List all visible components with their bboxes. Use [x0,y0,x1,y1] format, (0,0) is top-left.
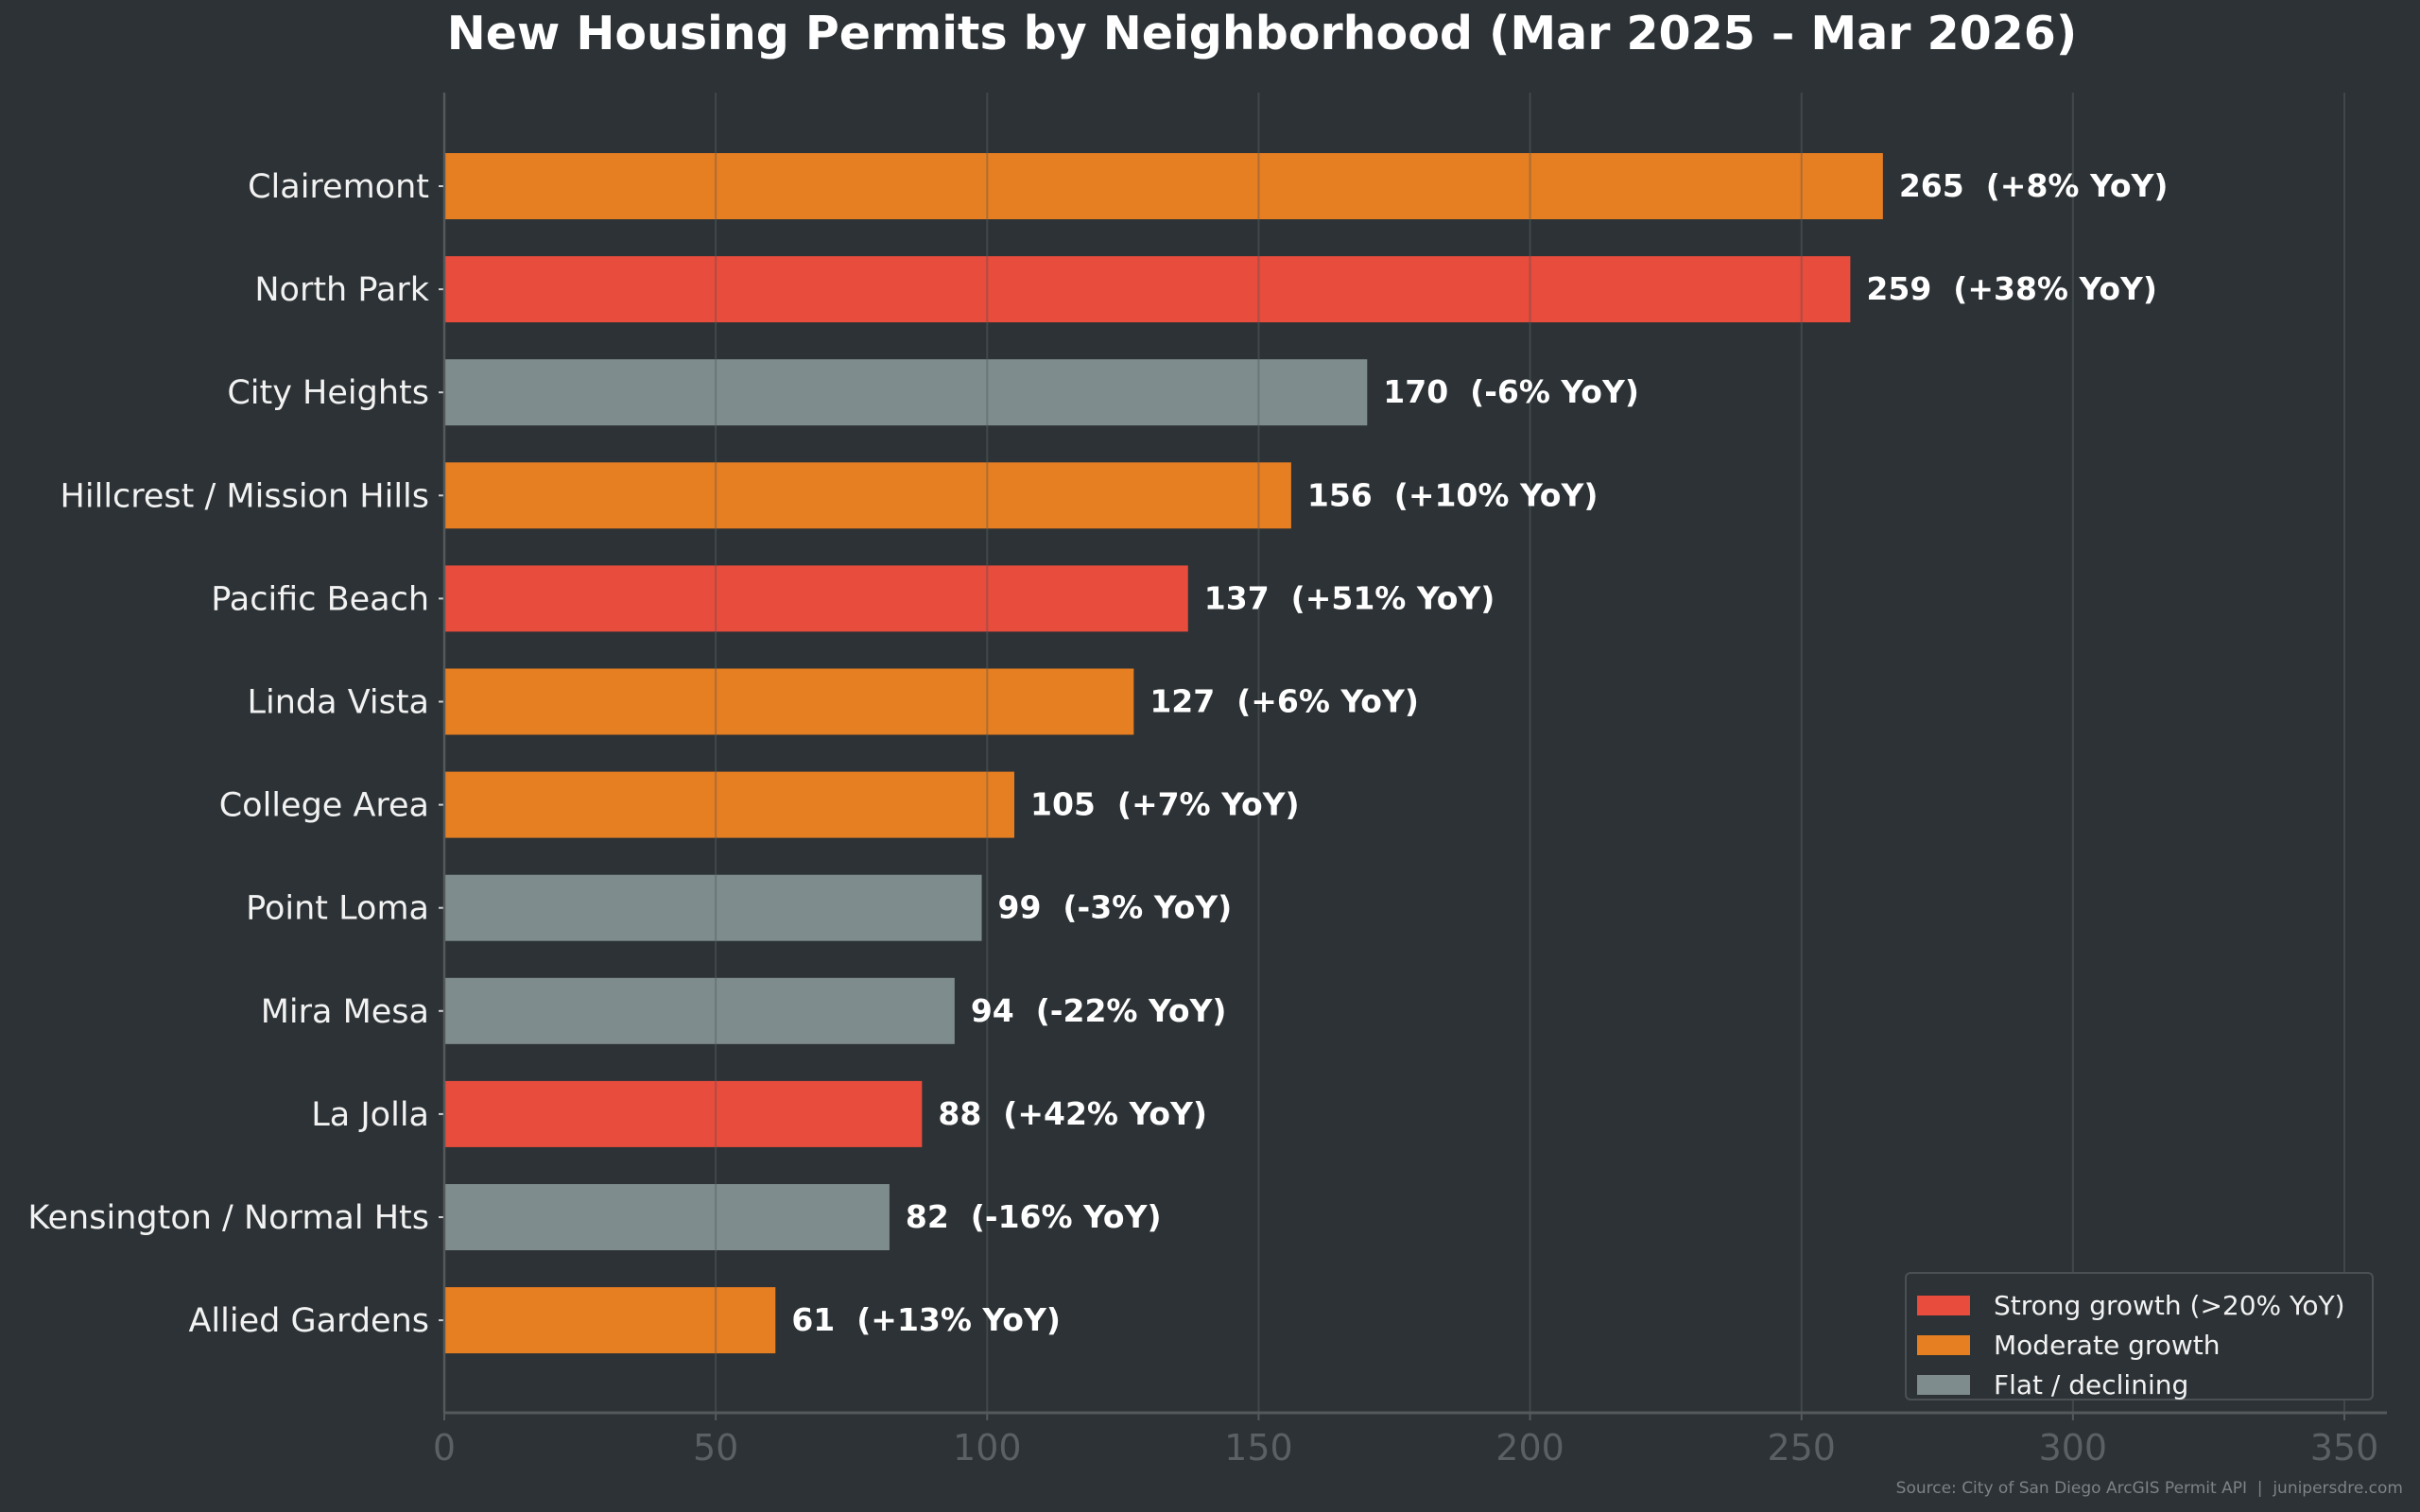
bar [444,1080,923,1147]
data-label: 127 (+6% YoY) [1150,683,1419,720]
category-label: Linda Vista [248,684,430,722]
x-tick-label: 200 [1495,1427,1564,1469]
bar [444,1287,776,1354]
x-tick-label: 250 [1767,1427,1836,1469]
legend-swatch [1917,1335,1970,1355]
legend-box [1905,1272,2374,1400]
bar [444,1184,890,1250]
x-tick-label: 300 [2039,1427,2108,1469]
x-tick-label: 350 [2310,1427,2379,1469]
legend: Strong growth (>20% YoY) Moderate growth F… [1905,1272,2374,1400]
data-labels: 265 (+8% YoY) 259 (+38% YoY) 170 (-6% YoY)… [791,167,2168,1338]
category-label: Pacific Beach [211,580,429,618]
data-label: 82 (-16% YoY) [906,1198,1162,1235]
category-label: Kensington / Normal Hts [27,1199,429,1237]
legend-label: Strong growth (>20% YoY) [1994,1290,2345,1321]
data-label: 170 (-6% YoY) [1383,373,1639,410]
x-tick-label: 50 [693,1427,738,1469]
category-label: La Jolla [311,1096,429,1134]
category-label: Point Loma [246,890,429,928]
axes: Clairemont North Park City Heights Hillcres… [27,93,2387,1469]
x-tick-label: 0 [433,1427,456,1469]
category-label: College Area [219,787,429,825]
data-label: 61 (+13% YoY) [791,1301,1061,1338]
category-label: North Park [254,271,429,309]
category-label: Allied Gardens [188,1302,429,1340]
chart-title: New Housing Permits by Neighborhood (Mar… [447,7,2078,60]
legend-label: Flat / declining [1994,1369,2188,1400]
category-label: City Heights [227,374,429,412]
data-label: 265 (+8% YoY) [1899,167,2169,204]
bar [444,153,1883,219]
legend-label: Moderate growth [1994,1330,2221,1361]
data-label: 88 (+42% YoY) [938,1095,1207,1132]
source-note: Source: City of San Diego ArcGIS Permit … [1896,1479,2403,1498]
data-label: 137 (+51% YoY) [1204,579,1495,616]
bar [444,771,1014,838]
category-label: Clairemont [248,168,429,206]
category-label: Mira Mesa [261,993,429,1031]
legend-swatch [1917,1296,1970,1315]
bar [444,359,1368,426]
bar [444,565,1188,632]
x-tick-label: 100 [953,1427,1022,1469]
data-label: 94 (-22% YoY) [971,992,1227,1029]
bar [444,874,982,941]
bar [444,668,1134,735]
data-label: 259 (+38% YoY) [1866,270,2157,307]
legend-swatch [1917,1375,1970,1395]
category-label: Hillcrest / Mission Hills [60,477,429,515]
gridlines-overlay [715,93,2345,1413]
data-label: 156 (+10% YoY) [1307,476,1599,513]
bar [444,977,955,1044]
x-tick-label: 150 [1224,1427,1293,1469]
data-label: 99 (-3% YoY) [998,889,1233,926]
data-label: 105 (+7% YoY) [1030,786,1300,823]
bar [444,256,1851,323]
bar [444,462,1291,529]
bars [444,153,1883,1354]
